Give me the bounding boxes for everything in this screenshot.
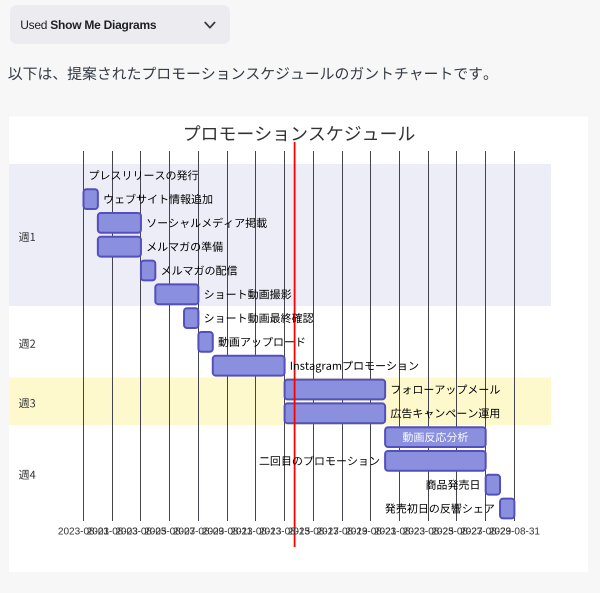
- svg-text:2023-08-21: 2023-08-21: [345, 527, 397, 538]
- svg-text:2023-08-07: 2023-08-07: [144, 527, 196, 538]
- svg-text:2023-08-17: 2023-08-17: [288, 527, 340, 538]
- svg-text:2023-08-23: 2023-08-23: [374, 527, 426, 538]
- svg-text:2023-08-25: 2023-08-25: [403, 527, 455, 538]
- svg-text:2023-08-15: 2023-08-15: [259, 527, 311, 538]
- svg-text:2023-08-09: 2023-08-09: [173, 527, 225, 538]
- svg-text:2023-08-01: 2023-08-01: [58, 527, 110, 538]
- svg-text:2023-08-05: 2023-08-05: [115, 527, 167, 538]
- svg-text:2023-08-31: 2023-08-31: [489, 527, 541, 538]
- svg-text:2023-08-27: 2023-08-27: [431, 527, 483, 538]
- svg-text:2023-08-29: 2023-08-29: [460, 527, 512, 538]
- svg-text:2023-08-19: 2023-08-19: [316, 527, 368, 538]
- svg-text:2023-08-11: 2023-08-11: [202, 527, 253, 538]
- svg-text:2023-08-13: 2023-08-13: [230, 527, 282, 538]
- svg-text:2023-08-03: 2023-08-03: [87, 527, 139, 538]
